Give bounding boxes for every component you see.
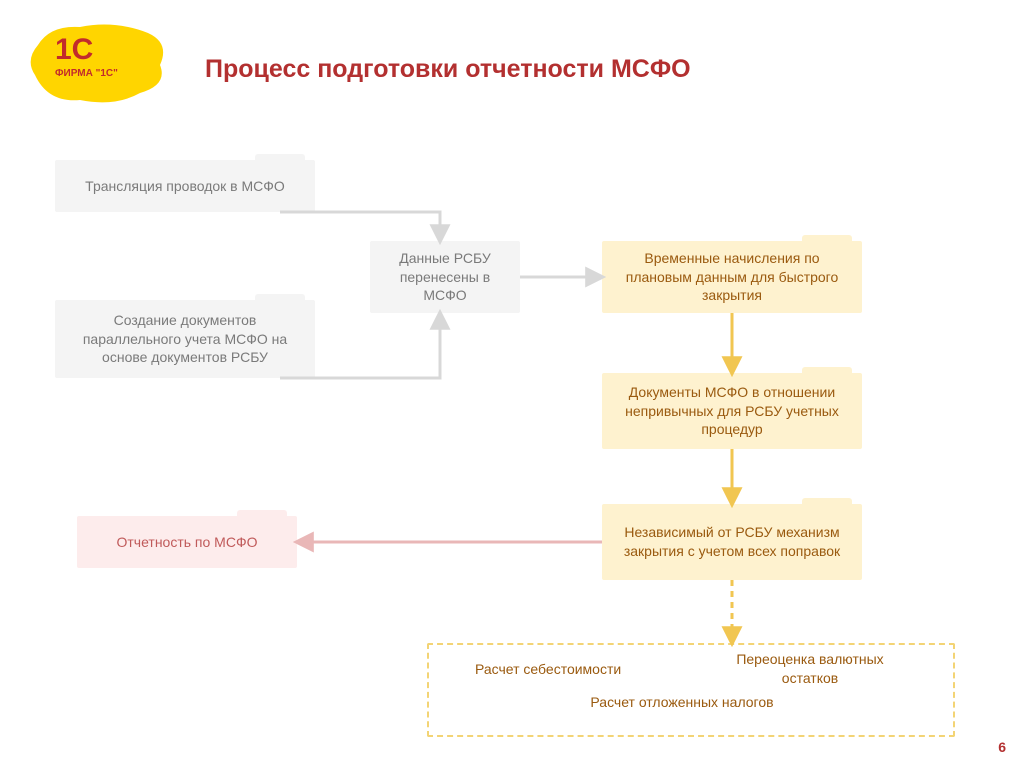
dashed-item-0: Расчет себестоимости — [475, 660, 621, 679]
flow-node-n6: Независимый от РСБУ механизм закрытия с … — [602, 504, 862, 580]
edge-e1 — [280, 212, 440, 241]
flow-node-n3: Данные РСБУ перенесены в МСФО — [370, 241, 520, 313]
dashed-item-1: Переоценка валютных остатков — [710, 650, 910, 688]
page-title: Процесс подготовки отчетности МСФО — [205, 55, 691, 84]
node-notch — [802, 367, 852, 373]
page-number: 6 — [998, 739, 1006, 755]
flow-node-n7: Отчетность по МСФО — [77, 516, 297, 568]
node-notch — [255, 294, 305, 300]
flow-node-n4: Временные начисления по плановым данным … — [602, 241, 862, 313]
node-notch — [255, 154, 305, 160]
flow-node-n5: Документы МСФО в отношении непривычных д… — [602, 373, 862, 449]
dashed-item-2: Расчет отложенных налогов — [582, 693, 782, 712]
flow-node-n2: Создание документов параллельного учета … — [55, 300, 315, 378]
logo-brand-bottom: ФИРМА "1С" — [55, 68, 118, 79]
flow-node-n1: Трансляция проводок в МСФО — [55, 160, 315, 212]
logo-splash — [20, 15, 170, 110]
logo-brand-top: 1C — [55, 35, 93, 65]
node-notch — [802, 235, 852, 241]
node-notch — [237, 510, 287, 516]
node-notch — [802, 498, 852, 504]
